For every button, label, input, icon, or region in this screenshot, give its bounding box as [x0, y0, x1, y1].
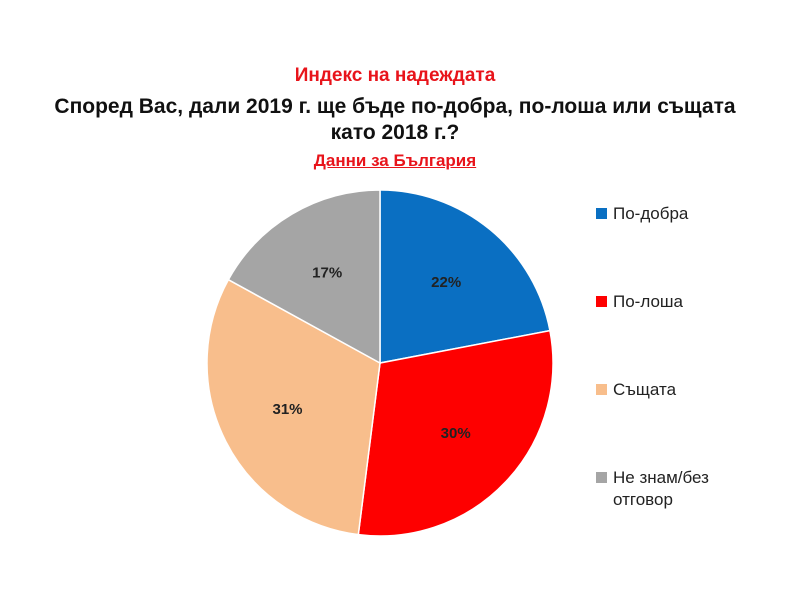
legend-label: Същата	[613, 380, 677, 399]
pie-slice-ne-znam	[227, 189, 381, 365]
chart-titles: Индекс на надеждата Според Вас, дали 201…	[0, 64, 790, 172]
chart-title: Индекс на надеждата	[294, 65, 496, 86]
legend-swatch	[596, 384, 607, 395]
legend-swatch	[596, 208, 607, 219]
data-label-po-losha: 30%	[441, 425, 471, 442]
chart-question: Според Вас, дали 2019 г. ще бъде по-добр…	[54, 95, 736, 144]
legend-label: Не знам/без отговор	[613, 468, 709, 509]
legend-swatch	[596, 472, 607, 483]
legend-swatch	[596, 296, 607, 307]
data-label-sashtata: 31%	[272, 401, 302, 418]
chart-country-note: Данни за България	[313, 151, 477, 170]
pie-slice-sashtata	[206, 278, 381, 536]
legend-label: По-добра	[613, 204, 689, 223]
legend-label: По-лоша	[613, 292, 683, 311]
pie-slice-po-dobra	[379, 189, 551, 364]
data-label-po-dobra: 22%	[431, 274, 461, 291]
pie-slice-po-losha	[357, 329, 554, 537]
data-label-ne-znam: 17%	[312, 265, 342, 282]
